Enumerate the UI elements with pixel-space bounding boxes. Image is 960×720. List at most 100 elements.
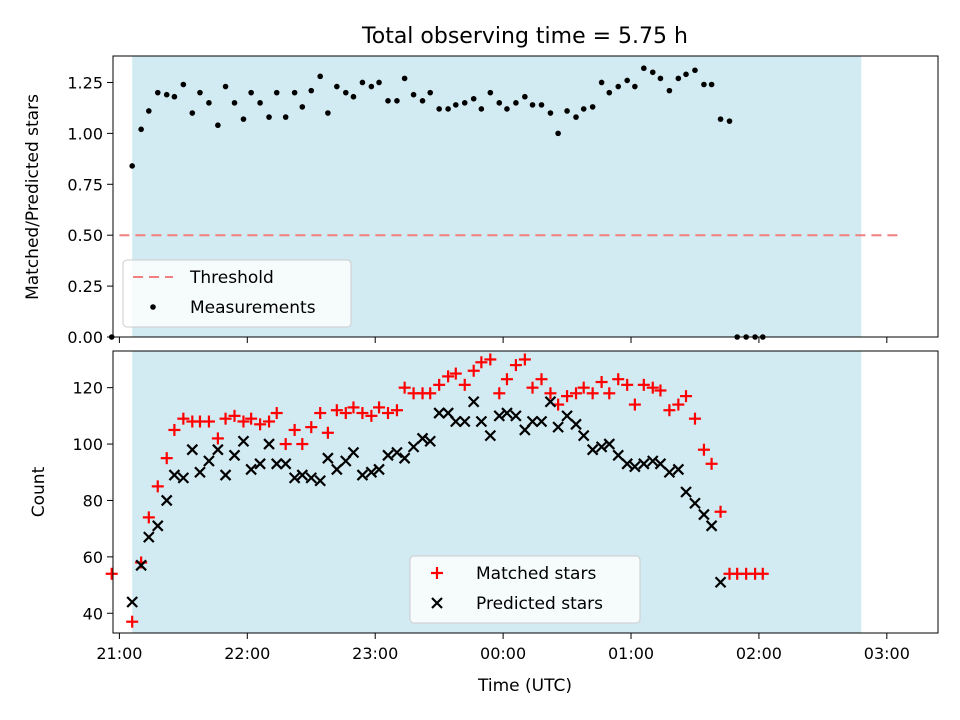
- matched-point: [705, 457, 718, 470]
- predicted-point: [237, 435, 250, 448]
- measurement-point: [461, 100, 468, 106]
- measurement-point: [478, 106, 485, 112]
- predicted-point: [654, 458, 667, 470]
- measurement-point: [675, 75, 682, 82]
- predicted-point: [135, 559, 147, 572]
- predicted-point: [621, 458, 633, 470]
- measurement-point: [359, 79, 366, 86]
- matched-point: [526, 381, 539, 394]
- measurement-point: [394, 97, 400, 104]
- predicted-point: [126, 596, 138, 608]
- top-panel: 0.00 0.25 0.50 0.75 1.00 1.25 Matched/Predict…: [23, 55, 939, 347]
- measurement-point: [146, 108, 152, 114]
- top-plot-frame: [112, 55, 939, 338]
- measurement-point: [427, 89, 434, 96]
- predicted-point: [296, 469, 309, 481]
- bottom-panel: 40 60 80 100 120 21:00 22:00 23:00 00:00 01:00 02:…: [29, 350, 939, 696]
- matched-point: [603, 387, 616, 400]
- matched-point: [288, 423, 301, 436]
- matched-point: [467, 364, 480, 377]
- matched-point: [570, 387, 583, 400]
- measurement-point: [342, 89, 349, 96]
- matched-point: [347, 401, 360, 414]
- measurement-point: [189, 110, 196, 116]
- matched-point: [475, 356, 488, 369]
- predicted-point: [416, 432, 429, 445]
- bottom-xtick-label: 03:00: [864, 644, 910, 663]
- measurement-point: [598, 79, 605, 86]
- measurement-point: [282, 114, 289, 120]
- bottom-xtick-label: 23:00: [352, 644, 398, 663]
- bottom-ytick-label: 40: [83, 604, 103, 623]
- predicted-point: [143, 531, 155, 543]
- predicted-point: [577, 429, 590, 442]
- measurement-point: [206, 100, 212, 106]
- matched-point: [237, 415, 250, 428]
- matched-point: [449, 367, 462, 380]
- predicted-point: [288, 472, 301, 484]
- predicted-point: [475, 415, 488, 428]
- matched-point: [296, 438, 309, 451]
- predicted-point: [305, 472, 318, 484]
- matched-point: [688, 412, 701, 425]
- predicted-point: [322, 452, 334, 464]
- measurement-point: [171, 93, 178, 100]
- bottom-xtick-label: 21:00: [96, 644, 142, 663]
- matched-point: [398, 381, 411, 394]
- measurement-point: [231, 100, 238, 106]
- legend-matched-label: Matched stars: [476, 564, 596, 584]
- predicted-point: [279, 458, 292, 470]
- matched-point: [544, 387, 557, 400]
- matched-point: [305, 421, 318, 434]
- measurement-point: [266, 114, 272, 120]
- matched-point: [339, 407, 352, 420]
- predicted-point: [586, 443, 599, 456]
- predicted-point: [672, 463, 685, 476]
- measurement-point: [649, 69, 656, 76]
- matched-point: [646, 381, 659, 394]
- measurement-point: [308, 87, 315, 94]
- predicted-point: [603, 438, 616, 450]
- matched-point: [245, 412, 258, 425]
- measurement-point: [445, 106, 451, 112]
- predicted-point: [484, 429, 497, 442]
- legend-matched-swatch: [431, 567, 443, 579]
- matched-point: [628, 398, 641, 411]
- predicted-point: [535, 415, 548, 428]
- top-ytick-label: 0.00: [67, 328, 103, 347]
- bottom-xtick-label: 02:00: [736, 644, 782, 663]
- predicted-point: [194, 466, 206, 479]
- predicted-point: [646, 455, 659, 467]
- matched-point: [577, 381, 590, 394]
- legend-measurement-swatch: [150, 304, 156, 310]
- measurement-point: [248, 89, 254, 96]
- measurement-point: [701, 81, 707, 88]
- matched-point: [509, 359, 522, 372]
- predicted-point: [680, 486, 692, 498]
- predicted-point: [331, 463, 343, 476]
- measurement-point: [624, 77, 630, 84]
- matched-point: [314, 407, 327, 420]
- bottom-legend-box: [409, 555, 641, 624]
- predicted-point: [212, 443, 224, 456]
- measurement-point: [683, 71, 689, 78]
- matched-point: [612, 373, 625, 386]
- top-ytick-label: 0.75: [67, 175, 103, 194]
- top-ytick-label: 1.25: [67, 73, 103, 92]
- measurement-point: [334, 83, 340, 90]
- matched-point: [442, 370, 455, 383]
- measurement-point: [666, 87, 673, 94]
- predicted-point: [493, 410, 506, 422]
- top-ylabel: Matched/Predicted stars: [23, 94, 43, 300]
- measurement-point: [487, 89, 494, 96]
- measurement-point: [376, 79, 382, 86]
- predicted-point: [570, 418, 582, 431]
- measurement-point: [632, 83, 638, 90]
- matched-point: [177, 412, 190, 425]
- matched-point: [202, 415, 215, 428]
- measurement-point: [436, 106, 442, 112]
- matched-point: [637, 378, 650, 391]
- top-legend-box: [122, 259, 352, 328]
- matched-point: [151, 480, 164, 493]
- measurement-point: [401, 75, 408, 82]
